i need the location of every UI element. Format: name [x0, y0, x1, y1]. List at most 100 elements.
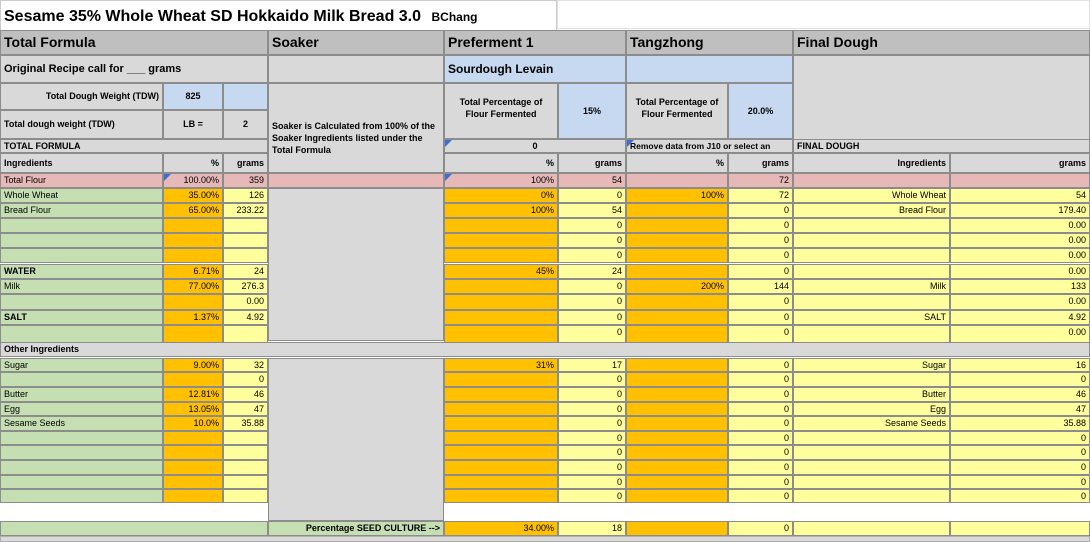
ingredient-name[interactable] — [0, 218, 163, 233]
final-grams[interactable]: 47 — [950, 402, 1090, 416]
preferment-pct[interactable] — [444, 475, 558, 489]
ingredient-pct[interactable] — [163, 248, 223, 263]
final-ingredient-name[interactable] — [793, 294, 950, 310]
final-ingredient-name[interactable]: Milk — [793, 279, 950, 294]
tangzhong-header[interactable]: Tangzhong — [626, 30, 793, 55]
final-ingredient-name[interactable]: Whole Wheat — [793, 188, 950, 203]
ingredient-name[interactable] — [0, 372, 163, 387]
seed-blank[interactable] — [0, 521, 268, 536]
preferment-pct[interactable]: 45% — [444, 264, 558, 279]
final-grams[interactable]: 0 — [950, 431, 1090, 445]
final-grams[interactable]: 0 — [950, 445, 1090, 460]
final-dough-label[interactable]: FINAL DOUGH — [793, 139, 1090, 153]
other-ingredients-label[interactable]: Other Ingredients — [0, 342, 1090, 357]
preferment-pct[interactable]: 31% — [444, 358, 558, 372]
tangzhong-pct[interactable] — [626, 233, 728, 248]
ingredient-name[interactable] — [0, 248, 163, 263]
ingredient-grams[interactable]: 0.00 — [223, 294, 268, 310]
ingredient-pct[interactable]: 1.37% — [163, 310, 223, 325]
soaker-block-1[interactable] — [268, 188, 444, 341]
pref-col-pct[interactable]: % — [444, 153, 558, 173]
final-col-grams[interactable]: grams — [950, 153, 1090, 173]
tangzhong-pct[interactable] — [626, 431, 728, 445]
ingredient-name[interactable] — [0, 431, 163, 445]
preferment-grams[interactable]: 0 — [558, 294, 626, 310]
ingredient-pct[interactable]: 9.00% — [163, 358, 223, 372]
total-flour-name[interactable]: Total Flour — [0, 173, 163, 188]
ingredient-pct[interactable]: 65.00% — [163, 203, 223, 218]
tangzhong-grams[interactable]: 0 — [728, 294, 793, 310]
preferment-pct[interactable] — [444, 387, 558, 402]
final-grams[interactable]: 0 — [950, 489, 1090, 503]
ingredient-grams[interactable] — [223, 248, 268, 263]
tangzhong-grams[interactable]: 0 — [728, 310, 793, 325]
preferment-pct[interactable] — [444, 279, 558, 294]
final-flour-grams[interactable] — [950, 173, 1090, 188]
preferment-grams[interactable]: 0 — [558, 372, 626, 387]
tangzhong-grams[interactable]: 0 — [728, 233, 793, 248]
ingredient-grams[interactable] — [223, 475, 268, 489]
preferment-grams[interactable]: 0 — [558, 460, 626, 475]
tangzhong-blue-cell[interactable] — [626, 55, 793, 83]
preferment-pct[interactable] — [444, 402, 558, 416]
preferment-pct[interactable] — [444, 460, 558, 475]
ingredient-name[interactable]: Whole Wheat — [0, 188, 163, 203]
ingredient-grams[interactable]: 4.92 — [223, 310, 268, 325]
seed-final-name[interactable] — [793, 521, 950, 536]
preferment-pct[interactable] — [444, 310, 558, 325]
seed-culture-pct[interactable]: 34.00% — [444, 521, 558, 536]
final-ingredient-name[interactable] — [793, 233, 950, 248]
ingredient-pct[interactable] — [163, 372, 223, 387]
ingredient-grams[interactable]: 46 — [223, 387, 268, 402]
final-grams[interactable]: 0.00 — [950, 233, 1090, 248]
final-ingredient-name[interactable]: Sesame Seeds — [793, 416, 950, 431]
final-ingredient-name[interactable] — [793, 372, 950, 387]
total-flour-pct[interactable]: 100.00% — [163, 173, 223, 188]
preferment-pct[interactable]: 0% — [444, 188, 558, 203]
lb-value[interactable]: 2 — [223, 110, 268, 139]
original-recipe-cell[interactable]: Original Recipe call for ___ grams — [0, 55, 268, 83]
preferment-pct[interactable] — [444, 445, 558, 460]
tangzhong-pct[interactable] — [626, 203, 728, 218]
preferment-pct[interactable] — [444, 431, 558, 445]
pref-col-grams[interactable]: grams — [558, 153, 626, 173]
final-grams[interactable]: 179.40 — [950, 203, 1090, 218]
tang-flour-grams[interactable]: 72 — [728, 173, 793, 188]
col-grams[interactable]: grams — [223, 153, 268, 173]
final-ingredient-name[interactable]: Sugar — [793, 358, 950, 372]
ingredient-grams[interactable]: 0 — [223, 372, 268, 387]
ingredient-pct[interactable] — [163, 460, 223, 475]
tangzhong-pct[interactable] — [626, 310, 728, 325]
total-formula-label[interactable]: TOTAL FORMULA — [0, 139, 268, 153]
ingredient-grams[interactable]: 24 — [223, 264, 268, 279]
preferment-pct[interactable] — [444, 372, 558, 387]
tangzhong-grams[interactable]: 0 — [728, 402, 793, 416]
ingredient-pct[interactable] — [163, 233, 223, 248]
ingredient-pct[interactable]: 6.71% — [163, 264, 223, 279]
tang-col-pct[interactable]: % — [626, 153, 728, 173]
tangzhong-grams[interactable]: 72 — [728, 188, 793, 203]
preferment-grams[interactable]: 0 — [558, 279, 626, 294]
preferment-grams[interactable]: 0 — [558, 387, 626, 402]
preferment-grams[interactable]: 0 — [558, 402, 626, 416]
final-ingredient-name[interactable] — [793, 460, 950, 475]
ingredient-name[interactable] — [0, 294, 163, 310]
tangzhong-pct[interactable] — [626, 460, 728, 475]
preferment-grams[interactable]: 0 — [558, 310, 626, 325]
tangzhong-grams[interactable]: 0 — [728, 248, 793, 263]
ingredient-pct[interactable] — [163, 218, 223, 233]
tdw-blank[interactable] — [223, 83, 268, 110]
final-flour-name[interactable] — [793, 173, 950, 188]
preferment-zero-cell[interactable]: 0 — [444, 139, 626, 153]
ingredient-pct[interactable] — [163, 294, 223, 310]
preferment-grams[interactable]: 0 — [558, 218, 626, 233]
final-ingredient-name[interactable]: Bread Flour — [793, 203, 950, 218]
tangzhong-pct[interactable] — [626, 387, 728, 402]
ingredient-pct[interactable] — [163, 431, 223, 445]
ingredient-pct[interactable]: 77.00% — [163, 279, 223, 294]
preferment-pct[interactable] — [444, 416, 558, 431]
preferment-pct[interactable] — [444, 218, 558, 233]
final-ingredient-name[interactable] — [793, 264, 950, 279]
ingredient-name[interactable] — [0, 489, 163, 503]
final-ingredient-name[interactable]: Butter — [793, 387, 950, 402]
